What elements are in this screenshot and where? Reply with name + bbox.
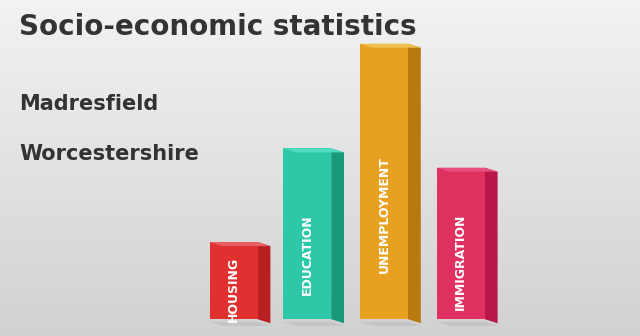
Bar	[0, 78, 640, 84]
Text: Madresfield: Madresfield	[19, 94, 159, 114]
Bar	[0, 330, 640, 336]
Bar	[0, 17, 640, 23]
Bar	[0, 39, 640, 45]
Text: UNEMPLOYMENT: UNEMPLOYMENT	[378, 156, 390, 273]
Polygon shape	[257, 242, 270, 323]
Bar	[0, 107, 640, 112]
Polygon shape	[485, 168, 498, 323]
Bar	[0, 28, 640, 34]
Bar	[0, 213, 640, 218]
Bar	[0, 90, 640, 95]
Bar	[0, 269, 640, 275]
Bar	[0, 11, 640, 17]
Bar	[0, 157, 640, 162]
Bar	[0, 297, 640, 302]
Polygon shape	[437, 322, 498, 326]
Bar	[0, 168, 640, 174]
Bar	[360, 44, 408, 319]
Bar	[0, 302, 640, 308]
Bar	[0, 319, 640, 325]
Text: Socio-economic statistics: Socio-economic statistics	[19, 13, 417, 41]
Polygon shape	[437, 168, 498, 172]
Polygon shape	[283, 322, 344, 326]
Bar	[0, 118, 640, 123]
Bar	[0, 151, 640, 157]
Text: Worcestershire: Worcestershire	[19, 144, 199, 165]
Bar	[0, 280, 640, 286]
Bar	[0, 23, 640, 28]
Bar	[0, 34, 640, 39]
Polygon shape	[210, 242, 270, 246]
Bar	[0, 224, 640, 229]
Bar	[0, 0, 640, 6]
Polygon shape	[408, 44, 421, 323]
Bar	[0, 67, 640, 73]
Bar	[0, 112, 640, 118]
Bar	[0, 235, 640, 241]
Bar	[0, 313, 640, 319]
Bar	[0, 179, 640, 185]
Bar	[0, 145, 640, 151]
Bar	[0, 123, 640, 129]
Bar	[0, 45, 640, 50]
Bar	[0, 286, 640, 291]
Bar	[0, 162, 640, 168]
Bar	[0, 229, 640, 235]
Bar	[0, 218, 640, 224]
Bar	[0, 202, 640, 207]
Polygon shape	[283, 149, 344, 153]
Bar	[0, 207, 640, 213]
Bar	[0, 73, 640, 78]
Bar	[0, 258, 640, 263]
Bar	[0, 61, 640, 67]
Bar	[0, 308, 640, 313]
Bar	[210, 242, 258, 319]
Bar	[0, 56, 640, 61]
Bar	[0, 252, 640, 258]
Bar	[0, 101, 640, 107]
Bar	[0, 95, 640, 101]
Bar	[0, 246, 640, 252]
Bar	[0, 84, 640, 90]
Bar	[0, 325, 640, 330]
Bar	[0, 263, 640, 269]
Text: IMMIGRATION: IMMIGRATION	[454, 213, 467, 310]
Polygon shape	[332, 149, 344, 323]
Bar	[0, 134, 640, 140]
Text: EDUCATION: EDUCATION	[301, 214, 314, 295]
Bar	[0, 191, 640, 196]
Bar	[0, 140, 640, 145]
Bar	[437, 168, 485, 319]
Bar	[0, 185, 640, 191]
Text: HOUSING: HOUSING	[227, 257, 240, 323]
Bar	[0, 291, 640, 297]
Bar	[0, 196, 640, 202]
Polygon shape	[210, 322, 270, 326]
Bar	[0, 6, 640, 11]
Bar	[0, 50, 640, 56]
Polygon shape	[360, 44, 421, 48]
Bar	[0, 275, 640, 280]
Bar	[0, 241, 640, 246]
Bar	[283, 149, 332, 319]
Bar	[0, 129, 640, 134]
Polygon shape	[360, 322, 421, 326]
Bar	[0, 174, 640, 179]
